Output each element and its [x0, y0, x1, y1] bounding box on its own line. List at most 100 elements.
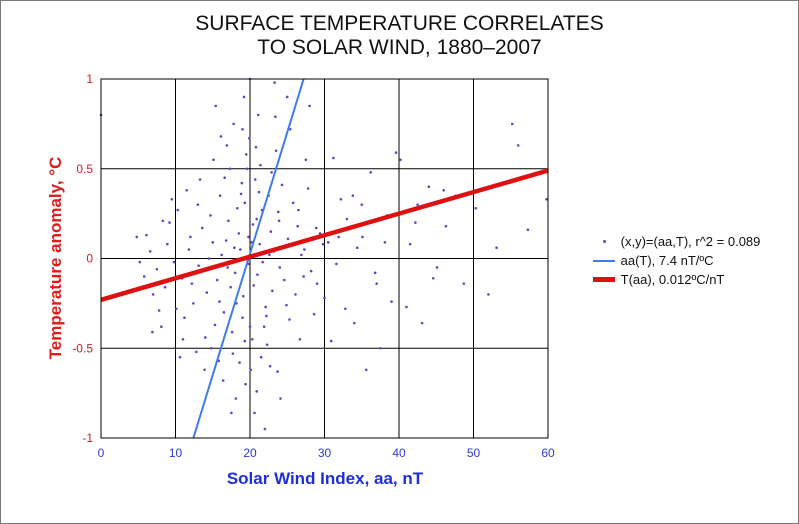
data-point — [276, 370, 279, 373]
data-point — [197, 264, 200, 267]
data-point — [309, 269, 313, 273]
data-point — [155, 267, 159, 271]
legend-label-aa-line: aa(T), 7.4 nT/ºC — [620, 253, 714, 268]
data-point — [178, 355, 182, 359]
data-point — [228, 167, 232, 171]
data-point — [474, 206, 478, 210]
data-point — [239, 192, 243, 196]
data-point — [375, 282, 378, 285]
x-tick-label: 20 — [243, 446, 257, 460]
data-point — [170, 197, 174, 201]
data-point — [227, 219, 230, 223]
data-point — [288, 318, 291, 321]
data-point — [335, 262, 338, 266]
data-point — [444, 224, 448, 228]
data-point — [241, 294, 245, 298]
data-point — [405, 305, 408, 309]
chart-title: SURFACE TEMPERATURE CORRELATES TO SOLAR … — [0, 12, 799, 60]
data-point — [303, 248, 306, 251]
y-tick-label: 0.5 — [76, 162, 93, 176]
data-point — [241, 127, 244, 131]
data-point — [332, 156, 335, 160]
data-point — [355, 246, 359, 250]
plot-area-border — [100, 78, 549, 439]
data-point — [364, 368, 368, 372]
data-point — [209, 346, 213, 350]
data-point — [545, 197, 548, 201]
y-axis-label: Temperature anomaly, °C — [46, 157, 65, 360]
data-point — [205, 291, 209, 294]
data-point — [321, 242, 325, 246]
data-point — [196, 203, 200, 206]
data-point — [211, 241, 215, 244]
data-points — [99, 77, 548, 431]
data-point — [176, 208, 180, 212]
data-point — [277, 210, 280, 214]
data-point — [326, 241, 330, 244]
data-point — [244, 382, 247, 386]
data-point — [256, 113, 260, 117]
data-point — [189, 235, 192, 239]
data-point — [239, 248, 242, 251]
data-point — [526, 228, 530, 232]
x-axis-ticks: 0 10 20 30 40 50 60 — [98, 446, 555, 460]
data-point — [271, 289, 274, 293]
data-point — [414, 221, 417, 224]
data-point — [329, 339, 333, 343]
data-point — [435, 266, 439, 269]
data-point — [462, 282, 466, 285]
data-point — [201, 226, 204, 230]
data-point — [172, 260, 176, 264]
legend-item-t-line: T(aa), 0.012ºC/nT — [593, 270, 760, 289]
data-point — [135, 235, 139, 239]
data-point — [215, 278, 219, 282]
data-point — [265, 343, 269, 346]
data-point — [285, 303, 288, 307]
data-point — [249, 368, 253, 372]
data-point — [351, 194, 355, 197]
data-point — [277, 219, 281, 223]
data-point — [138, 260, 142, 264]
x-tick-label: 30 — [318, 446, 332, 460]
data-point — [399, 158, 402, 162]
data-point — [427, 185, 431, 188]
data-point — [250, 337, 254, 341]
data-point — [161, 219, 165, 223]
data-point — [168, 221, 171, 224]
data-point — [244, 153, 248, 156]
data-point — [218, 300, 221, 303]
data-point — [157, 309, 161, 312]
data-point — [442, 188, 446, 192]
x-tick-label: 60 — [541, 446, 555, 460]
data-point — [274, 149, 278, 153]
chart-title-line-1: SURFACE TEMPERATURE CORRELATES — [195, 12, 604, 35]
x-axis-label: Solar Wind Index, aa, nT — [227, 469, 424, 488]
data-point — [257, 190, 261, 194]
data-point — [223, 176, 226, 180]
data-point — [230, 411, 233, 415]
data-point — [229, 285, 232, 289]
data-point — [304, 158, 308, 162]
data-point — [273, 81, 276, 84]
data-point — [218, 194, 222, 197]
data-point — [390, 300, 393, 303]
data-point — [207, 257, 211, 260]
data-point — [148, 250, 152, 253]
data-point — [286, 237, 290, 241]
data-point — [204, 336, 207, 339]
data-point — [238, 361, 241, 364]
data-point — [242, 95, 246, 99]
data-point — [230, 330, 234, 334]
data-point — [219, 135, 223, 138]
data-point — [291, 201, 295, 205]
data-point — [151, 293, 155, 296]
data-point — [151, 330, 154, 334]
data-point — [285, 95, 289, 99]
x-tick-label: 10 — [169, 446, 183, 460]
data-point — [268, 253, 271, 257]
data-point — [302, 275, 305, 278]
legend-scatter-swatch — [593, 232, 617, 251]
data-point — [240, 181, 244, 185]
data-point — [416, 203, 419, 206]
